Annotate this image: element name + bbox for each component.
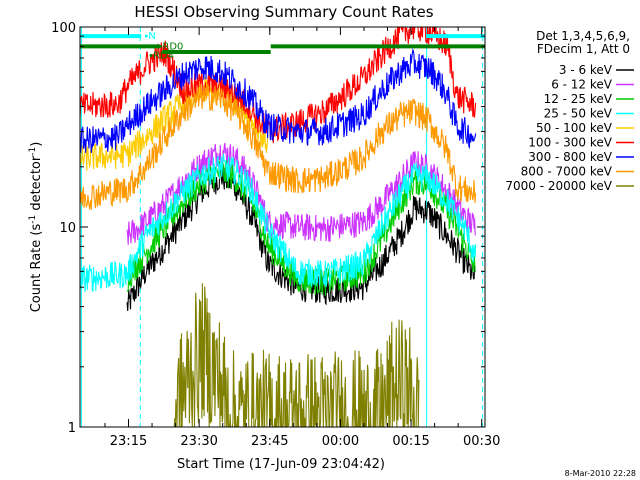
y-label-exp-1: -1: [28, 215, 38, 224]
x-tick-label-0: 23:15: [110, 434, 147, 449]
legend-label-0: 3 - 6 keV: [559, 63, 613, 77]
y-label-exp-2: -1: [28, 147, 38, 156]
x-tick-label-5: 00:30: [463, 434, 500, 449]
legend-label-5: 100 - 300 keV: [528, 136, 612, 150]
y-tick-label-0: 1: [68, 421, 76, 436]
x-tick-label-4: 00:15: [392, 434, 429, 449]
x-tick-label-2: 23:45: [251, 434, 288, 449]
x-tick-label-3: 00:00: [322, 434, 359, 449]
legend-label-8: 7000 - 20000 keV: [505, 179, 612, 193]
flag-label-0: N: [148, 31, 155, 42]
chart-title: HESSI Observing Summary Count Rates: [134, 3, 433, 21]
y-tick-label-1: 10: [59, 221, 76, 236]
x-tick-label-1: 23:30: [180, 434, 217, 449]
series-line-0: [126, 165, 476, 312]
flag-dot-0: [144, 34, 148, 38]
footer-date: 8-Mar-2010 22:28: [565, 469, 636, 478]
y-label-part-1: Count Rate (s: [29, 224, 44, 313]
x-axis-label: Start Time (17-Jun-09 23:04:42): [177, 457, 385, 472]
legend-header-line-1: Det 1,3,4,5,6,9,: [536, 29, 630, 43]
series-line-8: [173, 283, 420, 427]
y-axis-label: Count Rate (s-1 detector-1): [28, 142, 44, 313]
legend-label-6: 300 - 800 keV: [528, 150, 612, 164]
legend-label-3: 25 - 50 keV: [544, 107, 613, 121]
legend: Det 1,3,4,5,6,9, FDecim 1, Att 0 3 - 6 k…: [505, 29, 634, 193]
series-line-3: [80, 153, 477, 293]
y-label-part-3: ): [29, 142, 44, 147]
legend-label-4: 50 - 100 keV: [536, 121, 613, 135]
y-label-part-2: detector: [29, 155, 44, 215]
axes: 1 10 100 23:15 23:30 23:45 00:00 00:15 00:30: [51, 21, 500, 449]
flag-dot-2: [149, 54, 153, 58]
series-line-5: [80, 27, 477, 144]
y-tick-label-2: 100: [51, 21, 76, 36]
legend-label-1: 6 - 12 keV: [551, 78, 613, 92]
legend-label-7: 800 - 7000 keV: [521, 165, 613, 179]
flag-dot-1: [158, 44, 162, 48]
legend-label-2: 12 - 25 keV: [544, 92, 613, 106]
flag-label-2: RD4: [153, 51, 174, 62]
series-line-7: [80, 83, 477, 210]
flag-label-1: RD0: [162, 41, 183, 52]
legend-header-line-2: FDecim 1, Att 0: [537, 42, 630, 56]
series-line-6: [80, 47, 477, 153]
